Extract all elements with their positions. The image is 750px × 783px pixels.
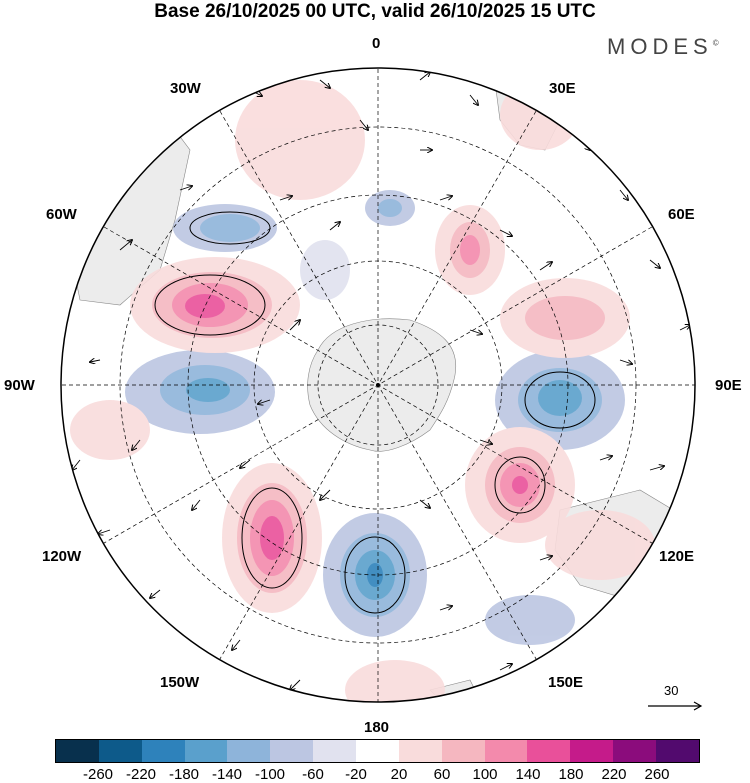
label-60e: 60E	[668, 206, 695, 223]
map-title: Base 26/10/2025 00 UTC, valid 26/10/2025…	[154, 1, 596, 22]
colorbar-tick-label: 60	[433, 766, 451, 783]
anomaly-pink	[460, 235, 480, 265]
colorbar-swatch	[527, 740, 571, 762]
colorbar-swatch	[441, 740, 485, 762]
colorbar-tick-label: 20	[390, 766, 408, 783]
colorbar-tick-label: -180	[168, 766, 200, 783]
reference-vector-arrow	[648, 701, 703, 711]
colorbar-swatch	[56, 740, 99, 762]
anomaly-pink	[70, 400, 150, 460]
anomaly-pink	[185, 294, 225, 318]
anomaly-blue	[200, 214, 260, 242]
anomaly-pink	[525, 296, 605, 340]
label-90e: 90E	[715, 377, 742, 394]
colorbar-tick-label: 260	[644, 766, 670, 783]
anomaly-pink	[545, 510, 655, 580]
label-120e: 120E	[659, 548, 695, 565]
colorbar-tick-label: -20	[345, 766, 367, 783]
colorbar-swatch	[184, 740, 228, 762]
colorbar-swatch	[227, 740, 271, 762]
colorbar-tick-label: -100	[254, 766, 286, 783]
colorbar-swatch	[398, 740, 442, 762]
label-30e: 30E	[549, 80, 576, 97]
colorbar	[55, 739, 700, 763]
label-30w: 30W	[170, 80, 201, 97]
anomaly-field	[70, 80, 655, 702]
colorbar-swatch	[98, 740, 142, 762]
label-120w: 120W	[42, 548, 82, 565]
label-90w: 90W	[4, 377, 35, 394]
colorbar-swatch	[141, 740, 185, 762]
anomaly-blue	[300, 240, 350, 300]
colorbar-tick-label: 100	[472, 766, 498, 783]
colorbar-tick-label: -260	[82, 766, 114, 783]
antarctica	[307, 318, 457, 452]
anomaly-blue	[378, 199, 402, 217]
colorbar-swatch	[570, 740, 614, 762]
anomaly-pink	[512, 476, 528, 494]
anomaly-pink	[235, 80, 365, 200]
anomaly-pink	[345, 660, 445, 702]
brand-name: MODES	[607, 34, 713, 59]
label-60w: 60W	[46, 206, 77, 223]
reference-vector-value: 30	[664, 683, 679, 698]
label-0: 0	[372, 35, 381, 52]
colorbar-swatch	[656, 740, 699, 762]
colorbar-swatch	[484, 740, 528, 762]
colorbar-swatch	[313, 740, 357, 762]
colorbar-tick-label: 220	[601, 766, 627, 783]
colorbar-tick-label: 140	[515, 766, 541, 783]
anomaly-pink	[260, 516, 284, 560]
anomaly-blue	[485, 595, 575, 645]
colorbar-tick-label: -220	[125, 766, 157, 783]
label-150w: 150W	[160, 674, 200, 691]
colorbar-swatch	[270, 740, 314, 762]
colorbar-tick-label: -60	[302, 766, 324, 783]
label-150e: 150E	[548, 674, 584, 691]
colorbar-swatch	[613, 740, 657, 762]
anomaly-blue	[538, 380, 582, 416]
colorbar-swatch	[356, 740, 399, 762]
colorbar-tick-label: -140	[211, 766, 243, 783]
anomaly-blue	[186, 378, 230, 402]
colorbar-tick-label: 180	[558, 766, 584, 783]
colorbar-ticks: -260 -220 -180 -140 -100 -60 -20 20 60 100 140 180 2…	[0, 766, 750, 783]
modes-logo: MODES©	[607, 34, 719, 60]
brand-mark: ©	[712, 38, 719, 48]
label-180: 180	[364, 719, 390, 736]
flow-contours	[154, 211, 596, 614]
